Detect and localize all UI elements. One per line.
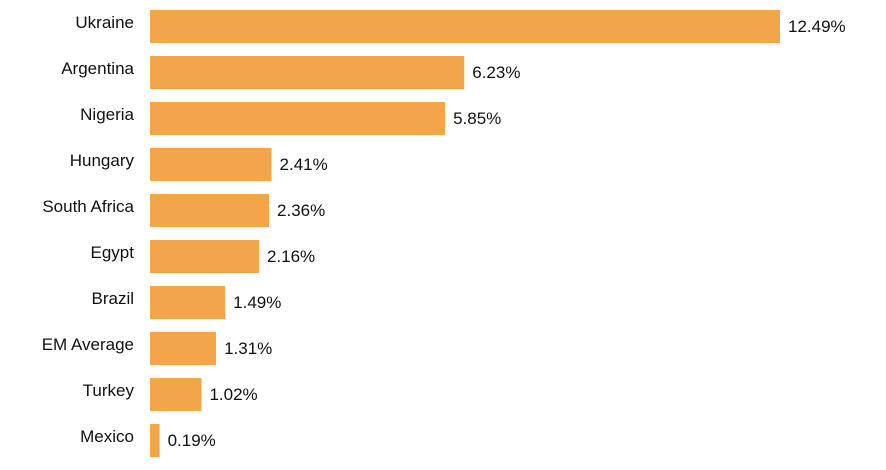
bar — [150, 286, 226, 319]
value-labels: 12.49% 6.23% 5.85% 2.41% 2.36% 2.16% 1.49% 1.31… — [168, 17, 846, 450]
bar — [150, 424, 160, 457]
category-label: Ukraine — [75, 13, 134, 32]
value-label: 5.85% — [453, 109, 501, 128]
bar — [150, 194, 270, 227]
bar — [150, 148, 272, 181]
category-label: Hungary — [70, 151, 135, 170]
bar — [150, 240, 259, 273]
bar — [150, 332, 217, 365]
category-label: Turkey — [83, 381, 135, 400]
value-label: 1.31% — [224, 339, 272, 358]
category-label: Nigeria — [80, 105, 134, 124]
value-label: 6.23% — [472, 63, 520, 82]
value-label: 2.36% — [277, 201, 325, 220]
value-label: 12.49% — [788, 17, 846, 36]
value-label: 0.19% — [168, 431, 216, 450]
category-label: South Africa — [42, 197, 134, 216]
bar — [150, 378, 202, 411]
category-label: Mexico — [80, 427, 134, 446]
category-label: Egypt — [91, 243, 135, 262]
bar — [150, 102, 446, 135]
category-label: Brazil — [91, 289, 134, 308]
value-label: 1.49% — [233, 293, 281, 312]
value-label: 2.41% — [280, 155, 328, 174]
value-label: 2.16% — [267, 247, 315, 266]
category-label: Argentina — [61, 59, 134, 78]
value-label: 1.02% — [209, 385, 257, 404]
category-labels: Ukraine Argentina Nigeria Hungary South Afri… — [42, 13, 135, 446]
category-label: EM Average — [42, 335, 134, 354]
bars — [150, 10, 780, 457]
bar — [150, 56, 465, 89]
bar — [150, 10, 780, 43]
